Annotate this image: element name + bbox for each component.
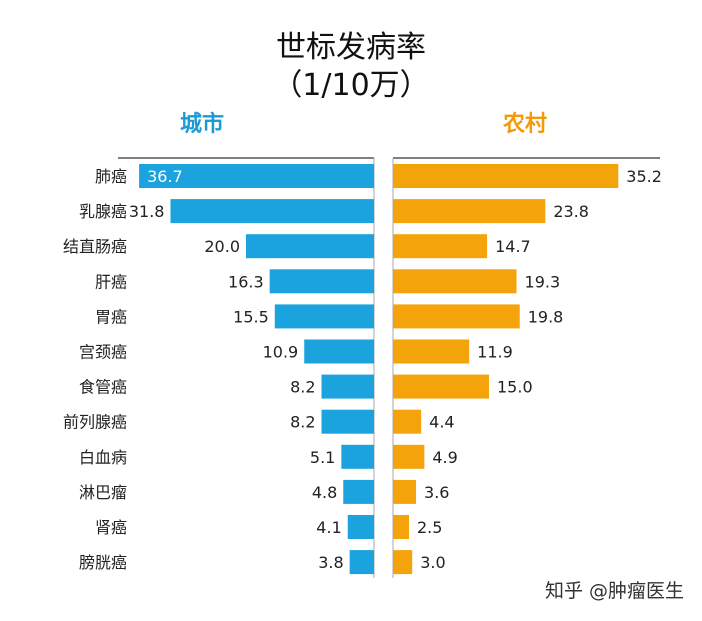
rural-bar	[393, 479, 417, 504]
rural-value-label: 15.0	[497, 378, 533, 397]
urban-bar	[349, 550, 374, 575]
rural-value-label: 3.0	[420, 553, 445, 572]
urban-bar	[269, 269, 374, 294]
category-label: 肺癌	[95, 167, 127, 186]
urban-bar	[341, 444, 374, 469]
category-label: 结直肠癌	[63, 237, 127, 256]
chart-subtitle: （1/10万）	[272, 68, 430, 103]
category-label: 食管癌	[79, 378, 127, 397]
rural-bar	[393, 164, 619, 188]
urban-value-label: 16.3	[228, 272, 264, 291]
urban-bar	[321, 374, 374, 399]
rural-value-label: 23.8	[553, 202, 589, 221]
rural-bar	[393, 409, 422, 434]
rural-bar	[393, 339, 470, 364]
rural-value-label: 35.2	[626, 167, 662, 186]
urban-series-label: 城市	[180, 112, 225, 137]
urban-bar	[139, 164, 374, 188]
rural-value-label: 4.4	[429, 413, 454, 432]
rural-value-label: 14.7	[495, 237, 531, 256]
rural-series-label: 农村	[503, 112, 548, 137]
rural-bar	[393, 444, 425, 469]
category-label: 宫颈癌	[79, 343, 127, 362]
rural-value-label: 19.8	[528, 307, 564, 326]
rural-bar	[393, 199, 546, 224]
rural-value-label: 2.5	[417, 518, 442, 537]
chart-title: 世标发病率	[276, 30, 426, 65]
rural-bar	[393, 374, 489, 399]
urban-value-label: 31.8	[129, 202, 165, 221]
rural-value-label: 4.9	[432, 448, 457, 467]
urban-value-label: 4.8	[312, 483, 337, 502]
urban-bar	[246, 234, 374, 259]
rural-value-label: 3.6	[424, 483, 449, 502]
urban-bar	[274, 304, 374, 329]
urban-value-label: 10.9	[263, 343, 299, 362]
category-label: 前列腺癌	[63, 413, 127, 432]
rural-bar	[393, 515, 409, 539]
category-label: 肾癌	[95, 518, 127, 537]
urban-bar	[170, 199, 374, 224]
category-label: 膀胱癌	[79, 553, 127, 572]
rural-value-label: 11.9	[477, 343, 513, 362]
rural-bar	[393, 269, 517, 294]
urban-value-label: 8.2	[290, 378, 315, 397]
urban-value-label: 5.1	[310, 448, 335, 467]
urban-bar	[321, 409, 374, 434]
urban-bar	[347, 515, 374, 539]
urban-value-label: 8.2	[290, 413, 315, 432]
rural-value-label: 19.3	[525, 272, 561, 291]
rural-bar	[393, 550, 413, 575]
rural-bar	[393, 234, 488, 259]
urban-bar	[304, 339, 374, 364]
urban-value-label: 36.7	[147, 167, 183, 186]
rural-bar	[393, 304, 520, 329]
category-label: 白血病	[79, 448, 127, 467]
urban-value-label: 15.5	[233, 307, 269, 326]
category-label: 肝癌	[95, 272, 127, 291]
urban-value-label: 4.1	[316, 518, 341, 537]
category-label: 乳腺癌	[79, 202, 127, 221]
urban-value-label: 3.8	[318, 553, 343, 572]
category-label: 淋巴瘤	[79, 483, 127, 502]
category-label: 胃癌	[95, 307, 127, 326]
urban-bar	[343, 479, 374, 504]
urban-value-label: 20.0	[204, 237, 240, 256]
watermark-text: 知乎 @肿瘤医生	[544, 580, 684, 602]
